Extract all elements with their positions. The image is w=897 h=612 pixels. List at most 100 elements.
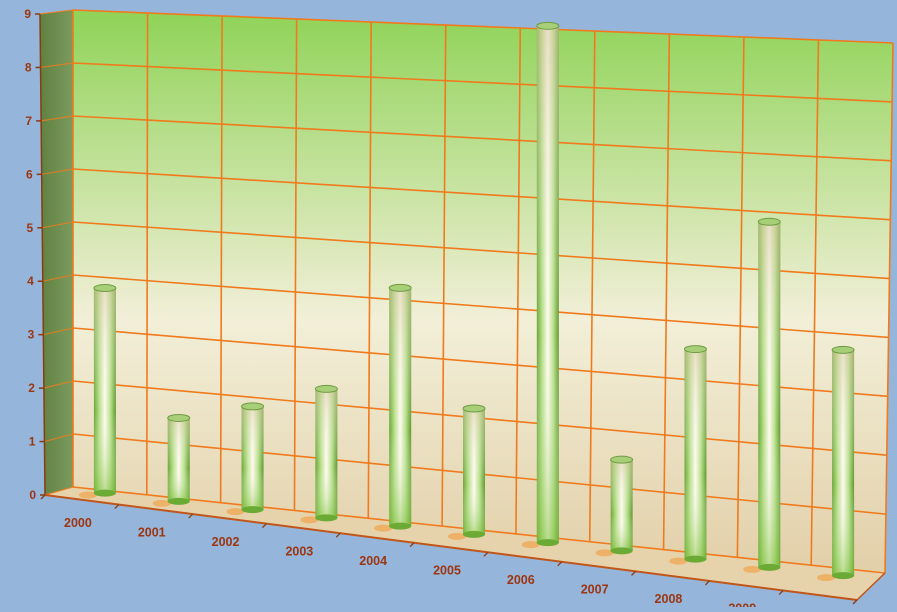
bar-shadow [448, 532, 466, 540]
x-tick-label: 2003 [285, 544, 313, 558]
y-tick-label: 1 [29, 435, 36, 449]
gridline-v [515, 27, 522, 534]
bar-shadow [374, 524, 393, 532]
gridline-h [72, 327, 888, 398]
x-axis-edge [856, 572, 886, 601]
bar-shade [536, 25, 559, 543]
bar-2007 [610, 455, 634, 555]
bar-cap [314, 384, 338, 393]
bar-shade [315, 388, 338, 518]
bar-2009 [757, 217, 781, 571]
bar-shade [167, 417, 190, 502]
bar-2005 [462, 404, 486, 538]
x-tick-mark [778, 589, 784, 595]
y-tick-label: 8 [25, 60, 32, 74]
y-tick-label: 6 [26, 167, 33, 181]
bar-base [758, 563, 781, 571]
gridlines [39, 9, 894, 574]
bar-shadow [595, 549, 614, 557]
bar-2000 [93, 284, 117, 497]
y-tick-label: 2 [28, 381, 35, 395]
gridline-v [884, 42, 894, 574]
x-tick-label: 2000 [64, 516, 92, 530]
gridline-side [39, 9, 74, 15]
gridline-h [72, 9, 894, 44]
chart-side-wall [40, 10, 73, 495]
bar-cap [93, 284, 117, 293]
bar-shadow [743, 565, 762, 573]
bar-shade [758, 221, 781, 568]
bar-2008 [683, 345, 707, 563]
gridline-v [146, 12, 149, 495]
x-tick-label: 2007 [581, 583, 609, 597]
gridline-h [72, 115, 892, 162]
x-axis-line [44, 494, 858, 601]
bar-cap [757, 217, 781, 226]
gridline-side [42, 274, 74, 282]
bar-2004 [388, 283, 412, 530]
y-tick-label: 5 [27, 221, 34, 235]
gridline-side [44, 433, 74, 443]
bar-shade [832, 349, 855, 576]
x-tick-mark [409, 542, 415, 548]
bar-base [389, 522, 412, 530]
bar-cap [536, 21, 560, 30]
x-tick-label: 2009 [728, 602, 756, 607]
chart-floor [45, 487, 885, 600]
axes [35, 13, 886, 605]
bar-2002 [241, 402, 265, 514]
x-tick-label: 2006 [507, 573, 535, 587]
bar-shadow [152, 499, 171, 507]
bar-shade [389, 287, 412, 527]
bar-shadow [669, 557, 688, 565]
x-tick-mark [114, 504, 120, 510]
bar-shadow [521, 541, 540, 549]
gridline-side [43, 380, 74, 389]
bar-2010 [831, 345, 855, 580]
gridline-side [41, 115, 74, 122]
bar-base [832, 572, 855, 580]
bar-base [167, 497, 190, 505]
bar-cap [462, 404, 486, 413]
x-tick-label: 2002 [212, 535, 240, 549]
gridline-side [41, 168, 74, 175]
bar-shadow [78, 491, 97, 499]
bar-shade [241, 406, 264, 510]
gridline-h [72, 62, 893, 103]
x-tick-mark [704, 580, 710, 586]
bar-shade [463, 408, 485, 535]
bar-2003 [314, 384, 338, 522]
bar-base [684, 555, 707, 563]
y-tick-label: 0 [29, 488, 36, 502]
gridline-h [72, 168, 891, 221]
y-tick-label: 4 [27, 274, 34, 288]
x-tick-label: 2004 [359, 554, 387, 568]
bar-base [241, 506, 264, 514]
gridline-v [367, 21, 372, 519]
y-tick-label: 9 [24, 7, 31, 21]
y-tick-label: 7 [25, 114, 32, 128]
x-tick-mark [483, 551, 489, 557]
bar-cap [683, 345, 707, 354]
gridline-v [441, 24, 447, 527]
gridline-side [42, 221, 74, 229]
y-axis-line [39, 13, 46, 496]
x-tick-mark [261, 523, 267, 529]
gridline-h [72, 274, 889, 339]
bar-base [463, 530, 485, 538]
bar-2001 [167, 413, 191, 505]
bars [78, 21, 855, 582]
gridline-v [736, 36, 745, 558]
gridline-h [72, 221, 890, 280]
bar-cap [167, 413, 191, 422]
bar-base [93, 489, 116, 497]
gridline-v [293, 18, 298, 511]
x-tick-label: 2008 [655, 592, 683, 606]
x-tick-mark [852, 599, 858, 605]
gridline-side [44, 486, 74, 496]
bar-shade [610, 459, 633, 551]
bar-base [315, 514, 338, 522]
x-tick-label: 2005 [433, 564, 461, 578]
